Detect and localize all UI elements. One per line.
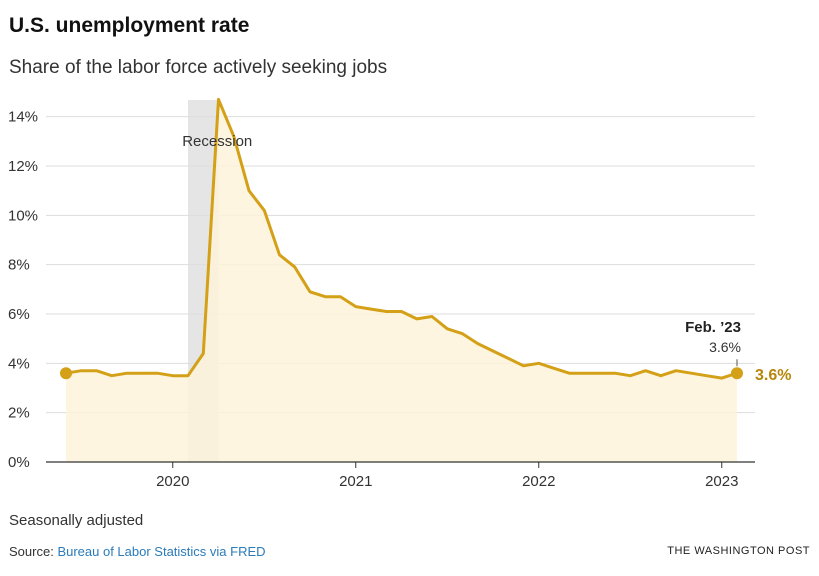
chart-subtitle: Share of the labor force actively seekin… bbox=[9, 57, 388, 78]
annotation-date: Feb. ’23 bbox=[685, 319, 741, 336]
unemployment-chart: 0% 2% 4% 6% 8% 10% 12% 14% Recession 2020 2021 2022… bbox=[8, 97, 791, 490]
y-tick-label: 14% bbox=[8, 109, 38, 126]
axis-layer bbox=[46, 461, 755, 468]
source-label: Source: bbox=[9, 544, 54, 559]
series-line bbox=[64, 97, 739, 380]
y-tick-label: 6% bbox=[8, 306, 30, 323]
x-tick-label: 2021 bbox=[339, 473, 372, 490]
start-point bbox=[60, 367, 72, 380]
label-layer: 0% 2% 4% 6% 8% 10% 12% 14% Recession 2020 2021 2022… bbox=[8, 109, 791, 490]
source-line: Source: Bureau of Labor Statistics via F… bbox=[9, 544, 266, 559]
x-tick-label: 2020 bbox=[156, 473, 189, 490]
publisher-brand: THE WASHINGTON POST bbox=[667, 545, 810, 557]
last-value-label: 3.6% bbox=[755, 367, 791, 384]
y-tick-label: 8% bbox=[8, 257, 30, 274]
x-tick-label: 2022 bbox=[522, 473, 555, 490]
y-tick-label: 2% bbox=[8, 405, 30, 422]
source-link[interactable]: Bureau of Labor Statistics via FRED bbox=[57, 544, 266, 559]
recession-label: Recession bbox=[182, 133, 252, 150]
y-tick-label: 10% bbox=[8, 207, 38, 224]
y-tick-label: 0% bbox=[8, 454, 30, 471]
area-fill bbox=[66, 99, 737, 463]
x-tick-label: 2023 bbox=[705, 473, 738, 490]
annotation-value: 3.6% bbox=[709, 339, 741, 355]
marks-layer bbox=[60, 97, 743, 380]
area-layer bbox=[66, 99, 737, 463]
y-tick-label: 4% bbox=[8, 355, 30, 372]
end-point bbox=[731, 367, 743, 380]
chart-title: U.S. unemployment rate bbox=[9, 14, 250, 37]
seasonal-note: Seasonally adjusted bbox=[9, 512, 144, 529]
y-tick-label: 12% bbox=[8, 158, 38, 175]
